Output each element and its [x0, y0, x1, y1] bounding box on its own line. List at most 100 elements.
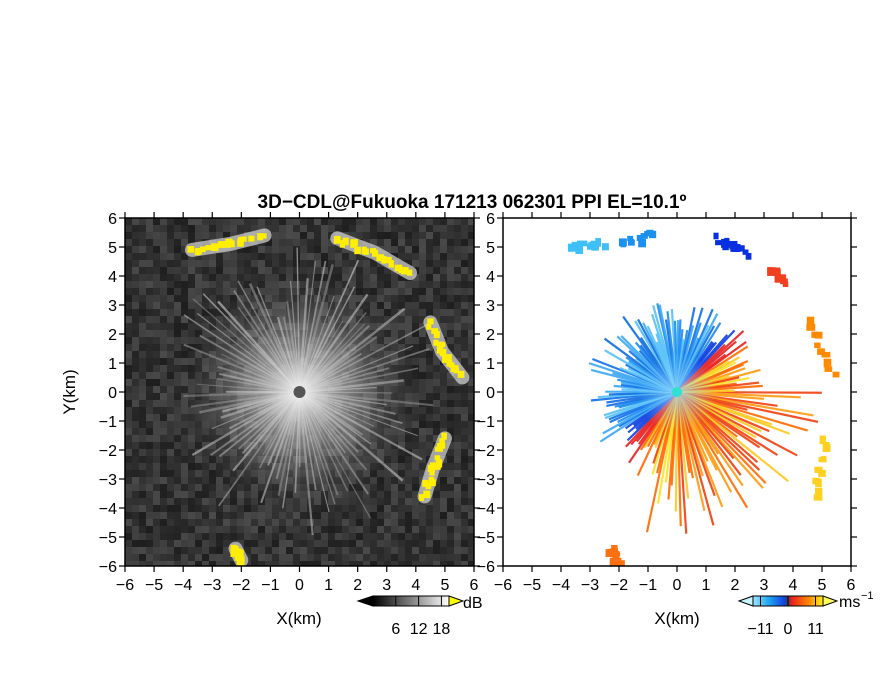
noise-cell — [440, 498, 447, 505]
noise-cell — [440, 274, 447, 281]
noise-cell — [349, 232, 356, 239]
noise-cell — [468, 540, 474, 547]
noise-cell — [153, 400, 160, 407]
noise-cell — [216, 267, 223, 274]
noise-cell — [223, 505, 230, 512]
noise-cell — [230, 561, 237, 566]
noise-cell — [132, 330, 139, 337]
noise-cell — [209, 260, 216, 267]
reflectivity-echo-features — [184, 228, 470, 566]
noise-cell — [125, 309, 132, 316]
noise-cell — [321, 512, 328, 519]
noise-cell — [167, 414, 174, 421]
noise-cell — [125, 547, 132, 554]
noise-cell — [405, 477, 412, 484]
noise-cell — [356, 218, 363, 225]
noise-cell — [209, 512, 216, 519]
noise-cell — [265, 260, 272, 267]
reflectivity-feature-cell — [423, 490, 431, 499]
noise-cell — [461, 498, 468, 505]
noise-cell — [440, 253, 447, 260]
noise-cell — [272, 533, 279, 540]
velocity-colorbar-tick-label: 11 — [807, 621, 824, 638]
noise-cell — [209, 295, 216, 302]
velocity-feature-cell — [811, 331, 818, 338]
noise-cell — [412, 295, 419, 302]
noise-cell — [454, 232, 461, 239]
noise-cell — [454, 477, 461, 484]
noise-cell — [244, 526, 251, 533]
noise-cell — [447, 484, 454, 491]
noise-cell — [132, 505, 139, 512]
noise-cell — [167, 449, 174, 456]
noise-cell — [153, 449, 160, 456]
noise-cell — [125, 225, 132, 232]
noise-cell — [433, 498, 440, 505]
noise-cell — [181, 442, 188, 449]
noise-cell — [286, 512, 293, 519]
noise-cell — [230, 526, 237, 533]
noise-cell — [461, 232, 468, 239]
velocity-feature-cell — [636, 234, 643, 241]
noise-cell — [125, 505, 132, 512]
reflectivity-feature-cell — [230, 549, 238, 557]
velocity-feature-cell — [814, 331, 823, 339]
noise-cell — [251, 526, 258, 533]
noise-cell — [461, 477, 468, 484]
noise-cell — [272, 512, 279, 519]
noise-cell — [146, 253, 153, 260]
noise-cell — [454, 225, 461, 232]
noise-cell — [384, 561, 391, 566]
noise-cell — [328, 253, 335, 260]
noise-cell — [160, 365, 167, 372]
noise-cell — [419, 561, 426, 566]
noise-cell — [153, 505, 160, 512]
noise-cell — [349, 260, 356, 267]
noise-cell — [244, 218, 251, 225]
noise-cell — [405, 463, 412, 470]
noise-cell — [146, 274, 153, 281]
noise-cell — [412, 330, 419, 337]
noise-cell — [181, 484, 188, 491]
noise-cell — [160, 561, 167, 566]
noise-cell — [153, 512, 160, 519]
noise-cell — [342, 253, 349, 260]
noise-cell — [454, 512, 461, 519]
velocity-feature-cell — [814, 466, 823, 473]
noise-cell — [265, 526, 272, 533]
noise-cell — [363, 288, 370, 295]
noise-cell — [174, 274, 181, 281]
noise-cell — [223, 232, 230, 239]
noise-cell — [265, 225, 272, 232]
noise-cell — [174, 512, 181, 519]
noise-cell — [230, 498, 237, 505]
noise-cell — [447, 456, 454, 463]
noise-cell — [412, 484, 419, 491]
noise-cell — [440, 379, 447, 386]
noise-cell — [426, 505, 433, 512]
noise-cell — [426, 519, 433, 526]
noise-cell — [377, 267, 384, 274]
noise-cell — [419, 386, 426, 393]
noise-cell — [398, 274, 405, 281]
noise-cell — [237, 498, 244, 505]
noise-cell — [335, 540, 342, 547]
noise-cell — [132, 379, 139, 386]
noise-cell — [153, 260, 160, 267]
noise-cell — [139, 337, 146, 344]
noise-cell — [426, 449, 433, 456]
noise-cell — [125, 533, 132, 540]
noise-cell — [419, 379, 426, 386]
noise-cell — [433, 218, 440, 225]
noise-cell — [167, 547, 174, 554]
noise-cell — [209, 484, 216, 491]
noise-cell — [307, 225, 314, 232]
reflectivity-ytick-label: −1 — [99, 414, 117, 431]
noise-cell — [293, 225, 300, 232]
noise-cell — [461, 554, 468, 561]
noise-cell — [146, 463, 153, 470]
noise-cell — [146, 218, 153, 225]
noise-cell — [174, 421, 181, 428]
noise-cell — [293, 232, 300, 239]
noise-cell — [125, 421, 132, 428]
